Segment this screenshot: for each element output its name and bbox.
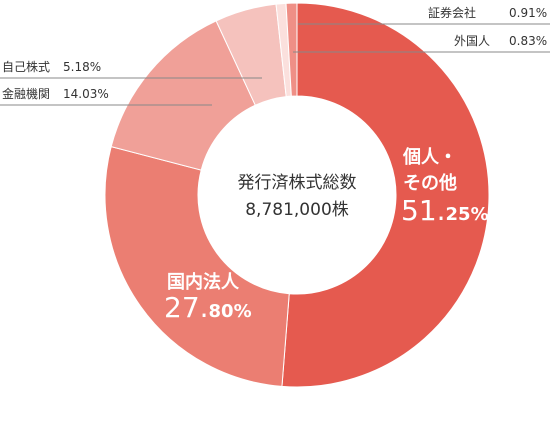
label-domestic-pct-int: 27. (164, 291, 209, 324)
label-domestic-line1: 国内法人 (167, 271, 240, 293)
donut-slices (104, 2, 490, 388)
callout-foreign-pct: 0.83% (509, 34, 547, 48)
label-individual-pct: 51.25% (401, 194, 489, 227)
center-title: 発行済株式総数 (238, 173, 357, 193)
label-domestic-pct: 27.80% (164, 291, 252, 324)
slice-5 (285, 2, 298, 97)
label-individual-pct-dec: 25% (446, 204, 489, 225)
center-total: 8,781,000株 (245, 200, 349, 220)
callout-foreign-name: 外国人 (454, 34, 490, 48)
callout-securities-pct: 0.91% (509, 6, 547, 20)
label-individual-line1: 個人・ (402, 147, 457, 168)
callout-treasury-name: 自己株式 (2, 59, 50, 74)
label-domestic-pct-dec: 80% (209, 301, 252, 322)
callout-securities-name: 証券会社 (428, 5, 476, 20)
callout-financial-pct: 14.03% (63, 87, 109, 101)
slice-1 (104, 146, 290, 387)
label-individual-line2: その他 (403, 172, 457, 194)
label-individual-pct-int: 51. (401, 194, 446, 227)
callout-treasury-pct: 5.18% (63, 60, 101, 74)
slice-0 (281, 2, 490, 388)
callout-financial-name: 金融機関 (2, 86, 50, 101)
